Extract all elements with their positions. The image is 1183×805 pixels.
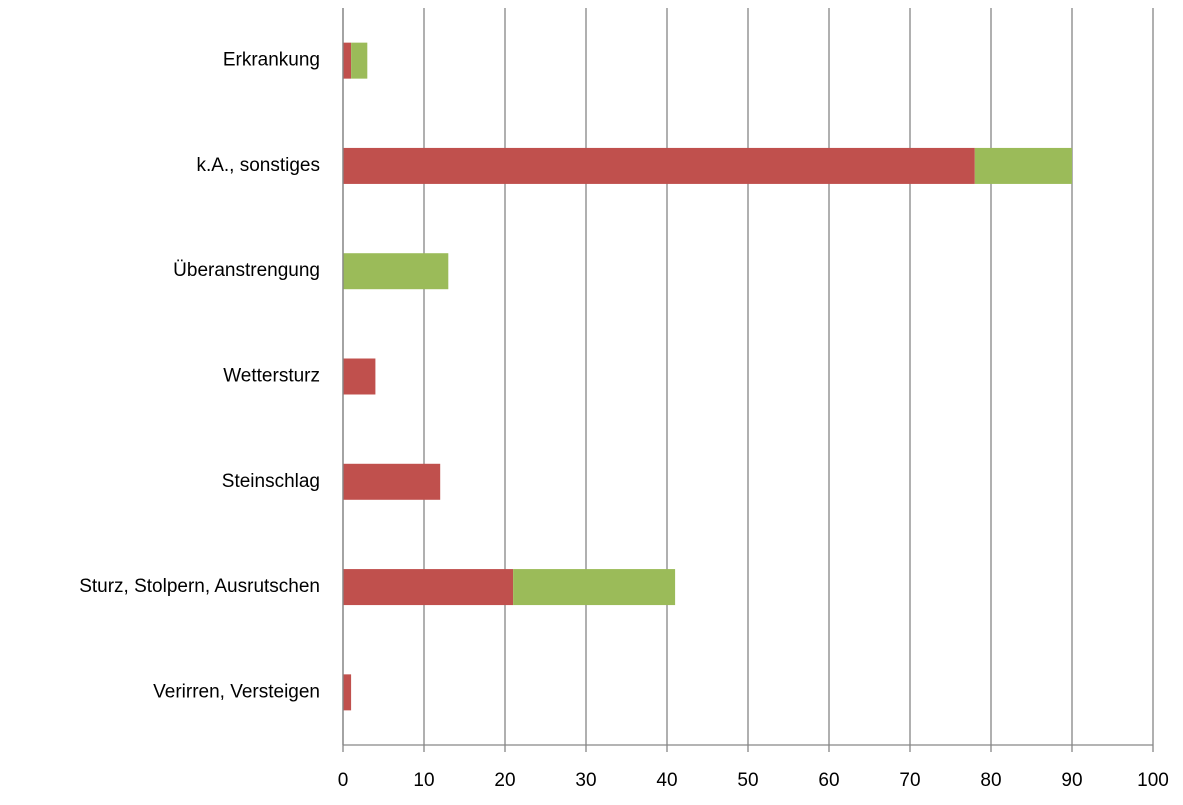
x-tick-label: 100 (1137, 770, 1169, 791)
x-tick-label: 90 (1061, 770, 1082, 791)
y-tick-label: Erkrankung (223, 50, 320, 71)
x-tick-label: 0 (338, 770, 349, 791)
x-tick-label: 70 (899, 770, 920, 791)
bar-segment (974, 147, 1072, 184)
bar-segment (343, 358, 376, 395)
x-tick-label: 10 (413, 770, 434, 791)
bar-segment (351, 42, 368, 79)
bar-segment (343, 253, 449, 290)
x-tick-label: 80 (980, 770, 1001, 791)
y-tick-label: Steinschlag (222, 471, 320, 492)
y-tick-label: k.A., sonstiges (196, 155, 320, 176)
bar-segment (343, 42, 352, 79)
y-tick-label: Überanstrengung (173, 260, 320, 281)
x-tick-label: 40 (656, 770, 677, 791)
x-tick-label: 30 (575, 770, 596, 791)
bar-segment (343, 569, 514, 606)
y-tick-label: Verirren, Versteigen (153, 681, 320, 702)
x-tick-label: 20 (494, 770, 515, 791)
x-tick-label: 60 (818, 770, 839, 791)
bar-segment (343, 463, 441, 500)
bar-segment (513, 569, 676, 606)
y-tick-label: Sturz, Stolpern, Ausrutschen (79, 576, 320, 597)
bar-segment (343, 147, 975, 184)
bar-segment (343, 674, 352, 711)
x-tick-label: 50 (737, 770, 758, 791)
y-tick-label: Wettersturz (223, 366, 320, 387)
